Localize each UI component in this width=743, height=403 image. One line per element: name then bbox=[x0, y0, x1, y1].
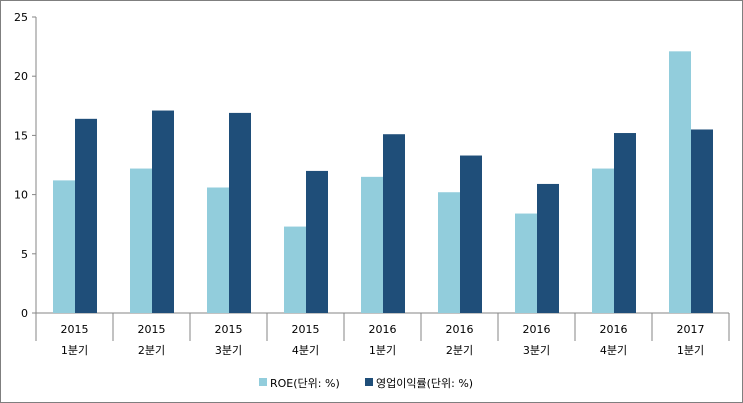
bar-roe bbox=[515, 213, 537, 313]
x-tick-label-quarter: 4분기 bbox=[292, 344, 319, 357]
bar-roe bbox=[669, 51, 691, 313]
bar-operating-margin bbox=[306, 170, 328, 313]
x-tick-label-quarter: 2분기 bbox=[138, 344, 165, 357]
bar-roe bbox=[284, 226, 306, 313]
x-tick-label-year: 2015 bbox=[292, 323, 320, 336]
bar-operating-margin bbox=[460, 155, 482, 313]
bar-roe bbox=[592, 168, 614, 313]
bar-operating-margin bbox=[152, 110, 174, 313]
x-tick-label-quarter: 1분기 bbox=[61, 344, 88, 357]
x-tick-label-quarter: 1분기 bbox=[677, 344, 704, 357]
y-tick-label: 20 bbox=[14, 70, 28, 83]
bar-operating-margin bbox=[691, 129, 713, 313]
y-tick-label: 25 bbox=[14, 11, 28, 24]
bar-roe bbox=[361, 176, 383, 313]
x-tick-label-year: 2017 bbox=[677, 323, 705, 336]
bar-operating-margin bbox=[229, 112, 251, 314]
x-tick-label-year: 2015 bbox=[215, 323, 243, 336]
bar-roe bbox=[438, 192, 460, 313]
bar-roe bbox=[53, 180, 75, 313]
x-tick-label-quarter: 1분기 bbox=[369, 344, 396, 357]
y-tick-label: 0 bbox=[21, 307, 28, 320]
bar-operating-margin bbox=[75, 118, 97, 313]
bar-operating-margin bbox=[537, 183, 559, 313]
y-tick-label: 15 bbox=[14, 129, 28, 142]
legend-swatch bbox=[259, 378, 267, 386]
x-tick-label-year: 2016 bbox=[523, 323, 551, 336]
x-tick-label-quarter: 3분기 bbox=[215, 344, 242, 357]
x-tick-label-year: 2015 bbox=[61, 323, 89, 336]
x-tick-label-year: 2015 bbox=[138, 323, 166, 336]
x-tick-label-quarter: 4분기 bbox=[600, 344, 627, 357]
legend-label: 영업이익률(단위: %) bbox=[376, 377, 473, 390]
x-tick-label-year: 2016 bbox=[600, 323, 628, 336]
bar-roe bbox=[207, 187, 229, 313]
y-tick-label: 5 bbox=[21, 248, 28, 261]
bar-roe bbox=[130, 168, 152, 313]
x-tick-label-year: 2016 bbox=[369, 323, 397, 336]
x-tick-label-quarter: 2분기 bbox=[446, 344, 473, 357]
y-tick-label: 10 bbox=[14, 189, 28, 202]
legend-swatch bbox=[365, 378, 373, 386]
bar-operating-margin bbox=[614, 133, 636, 313]
x-tick-label-quarter: 3분기 bbox=[523, 344, 550, 357]
x-tick-label-year: 2016 bbox=[446, 323, 474, 336]
legend-label: ROE(단위: %) bbox=[270, 377, 340, 390]
bar-operating-margin bbox=[383, 134, 405, 313]
